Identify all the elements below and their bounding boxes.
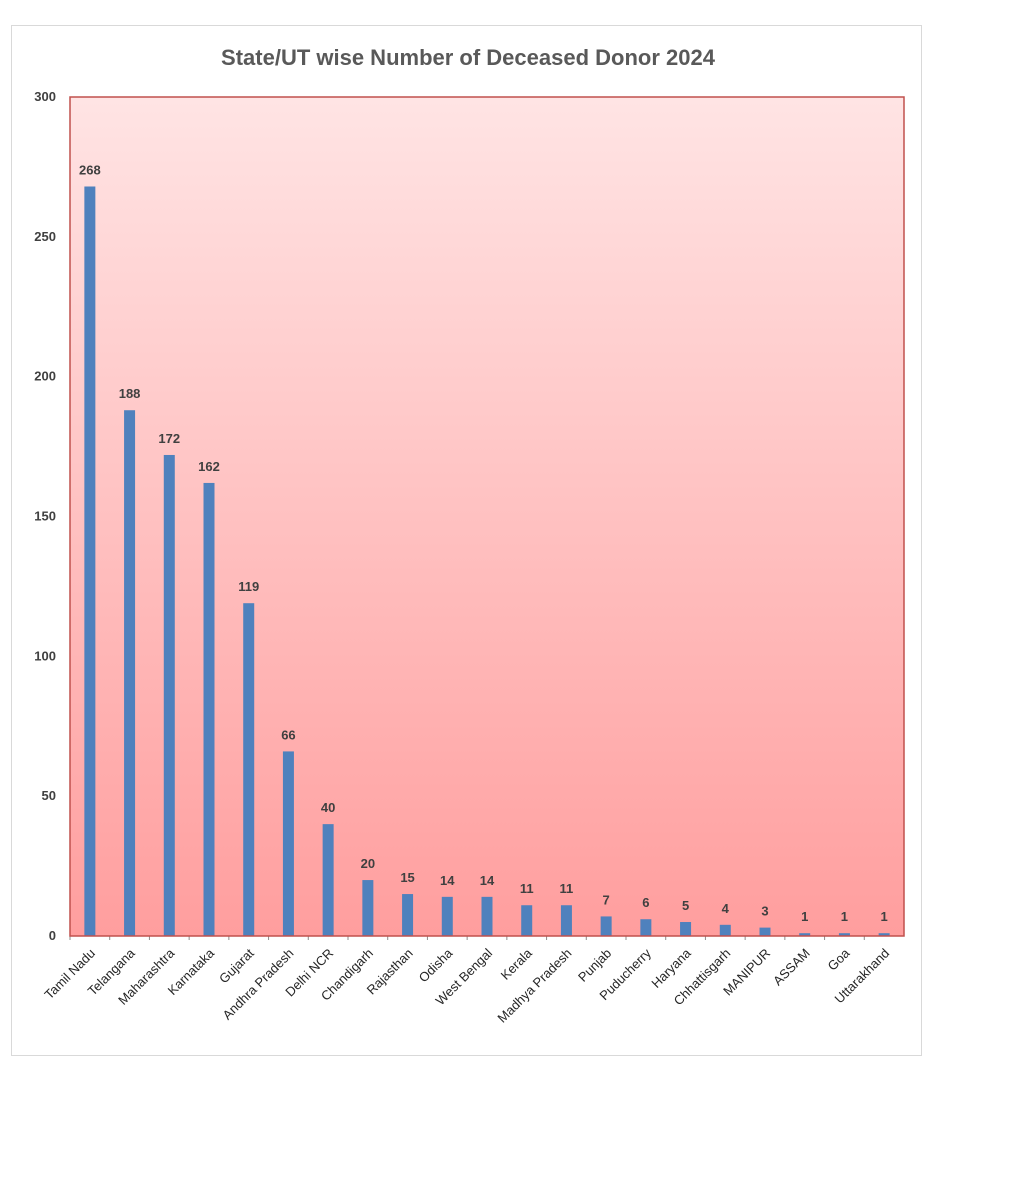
bar-karnataka (203, 482, 215, 936)
data-label: 172 (158, 431, 180, 446)
bar-manipur (759, 927, 771, 936)
data-label: 7 (603, 892, 610, 907)
plot-area (70, 97, 904, 936)
bar-tamil-nadu (84, 186, 96, 936)
chart-title: State/UT wise Number of Deceased Donor 2… (221, 45, 716, 70)
bar-odisha (441, 896, 453, 936)
y-tick-label: 50 (42, 788, 56, 803)
bar-chart: State/UT wise Number of Deceased Donor 2… (34, 45, 905, 1026)
bar-chhattisgarh (719, 924, 731, 936)
bar-punjab (600, 916, 612, 936)
bar-uttarakhand (878, 933, 890, 936)
x-axis: Tamil NaduTelanganaMaharashtraKarnatakaG… (41, 935, 904, 1026)
data-label: 40 (321, 800, 335, 815)
data-label: 15 (400, 870, 414, 885)
x-tick-label: Goa (825, 945, 854, 974)
x-tick-label: Madhya Pradesh (494, 946, 574, 1026)
bar-telangana (124, 410, 136, 936)
y-tick-label: 250 (34, 229, 56, 244)
data-label: 11 (520, 881, 534, 896)
data-label: 119 (238, 579, 259, 594)
chart-frame: State/UT wise Number of Deceased Donor 2… (11, 25, 922, 1056)
bar-kerala (521, 905, 533, 936)
bar-assam (799, 933, 811, 936)
bar-delhi-ncr (322, 824, 334, 936)
plot-border (69, 96, 905, 937)
data-label: 162 (198, 459, 220, 474)
bar-haryana (680, 922, 692, 936)
data-label: 268 (79, 162, 101, 177)
x-tick-label: Andhra Pradesh (220, 946, 297, 1023)
x-tick-label: ASSAM (770, 946, 813, 989)
bar-gujarat (243, 603, 255, 936)
bar-madhya-pradesh (560, 905, 572, 936)
y-tick-label: 0 (49, 928, 56, 943)
x-tick-label: Punjab (575, 946, 614, 985)
data-label: 3 (761, 904, 768, 919)
data-label: 14 (480, 873, 495, 888)
bar-west-bengal (481, 896, 493, 936)
data-label: 20 (361, 856, 375, 871)
bars (84, 186, 890, 936)
data-label: 4 (722, 901, 730, 916)
y-tick-label: 100 (34, 648, 56, 663)
bar-rajasthan (402, 894, 414, 936)
data-label: 6 (642, 895, 649, 910)
bar-chandigarh (362, 880, 374, 936)
y-tick-label: 300 (34, 89, 56, 104)
bar-goa (838, 933, 850, 936)
data-label: 66 (281, 727, 295, 742)
data-label: 1 (801, 909, 808, 924)
data-label: 1 (841, 909, 848, 924)
y-axis: 0 50 100 150 200 250 300 (34, 89, 56, 943)
y-tick-label: 150 (34, 509, 56, 524)
data-label: 188 (119, 386, 141, 401)
data-label: 14 (440, 873, 455, 888)
bar-maharashtra (163, 454, 175, 936)
data-label: 1 (881, 909, 888, 924)
bar-puducherry (640, 919, 652, 936)
data-label: 11 (560, 881, 574, 896)
bar-andhra-pradesh (282, 751, 294, 936)
x-tick-label: Kerala (498, 945, 536, 983)
y-tick-label: 200 (34, 369, 56, 384)
data-label: 5 (682, 898, 689, 913)
